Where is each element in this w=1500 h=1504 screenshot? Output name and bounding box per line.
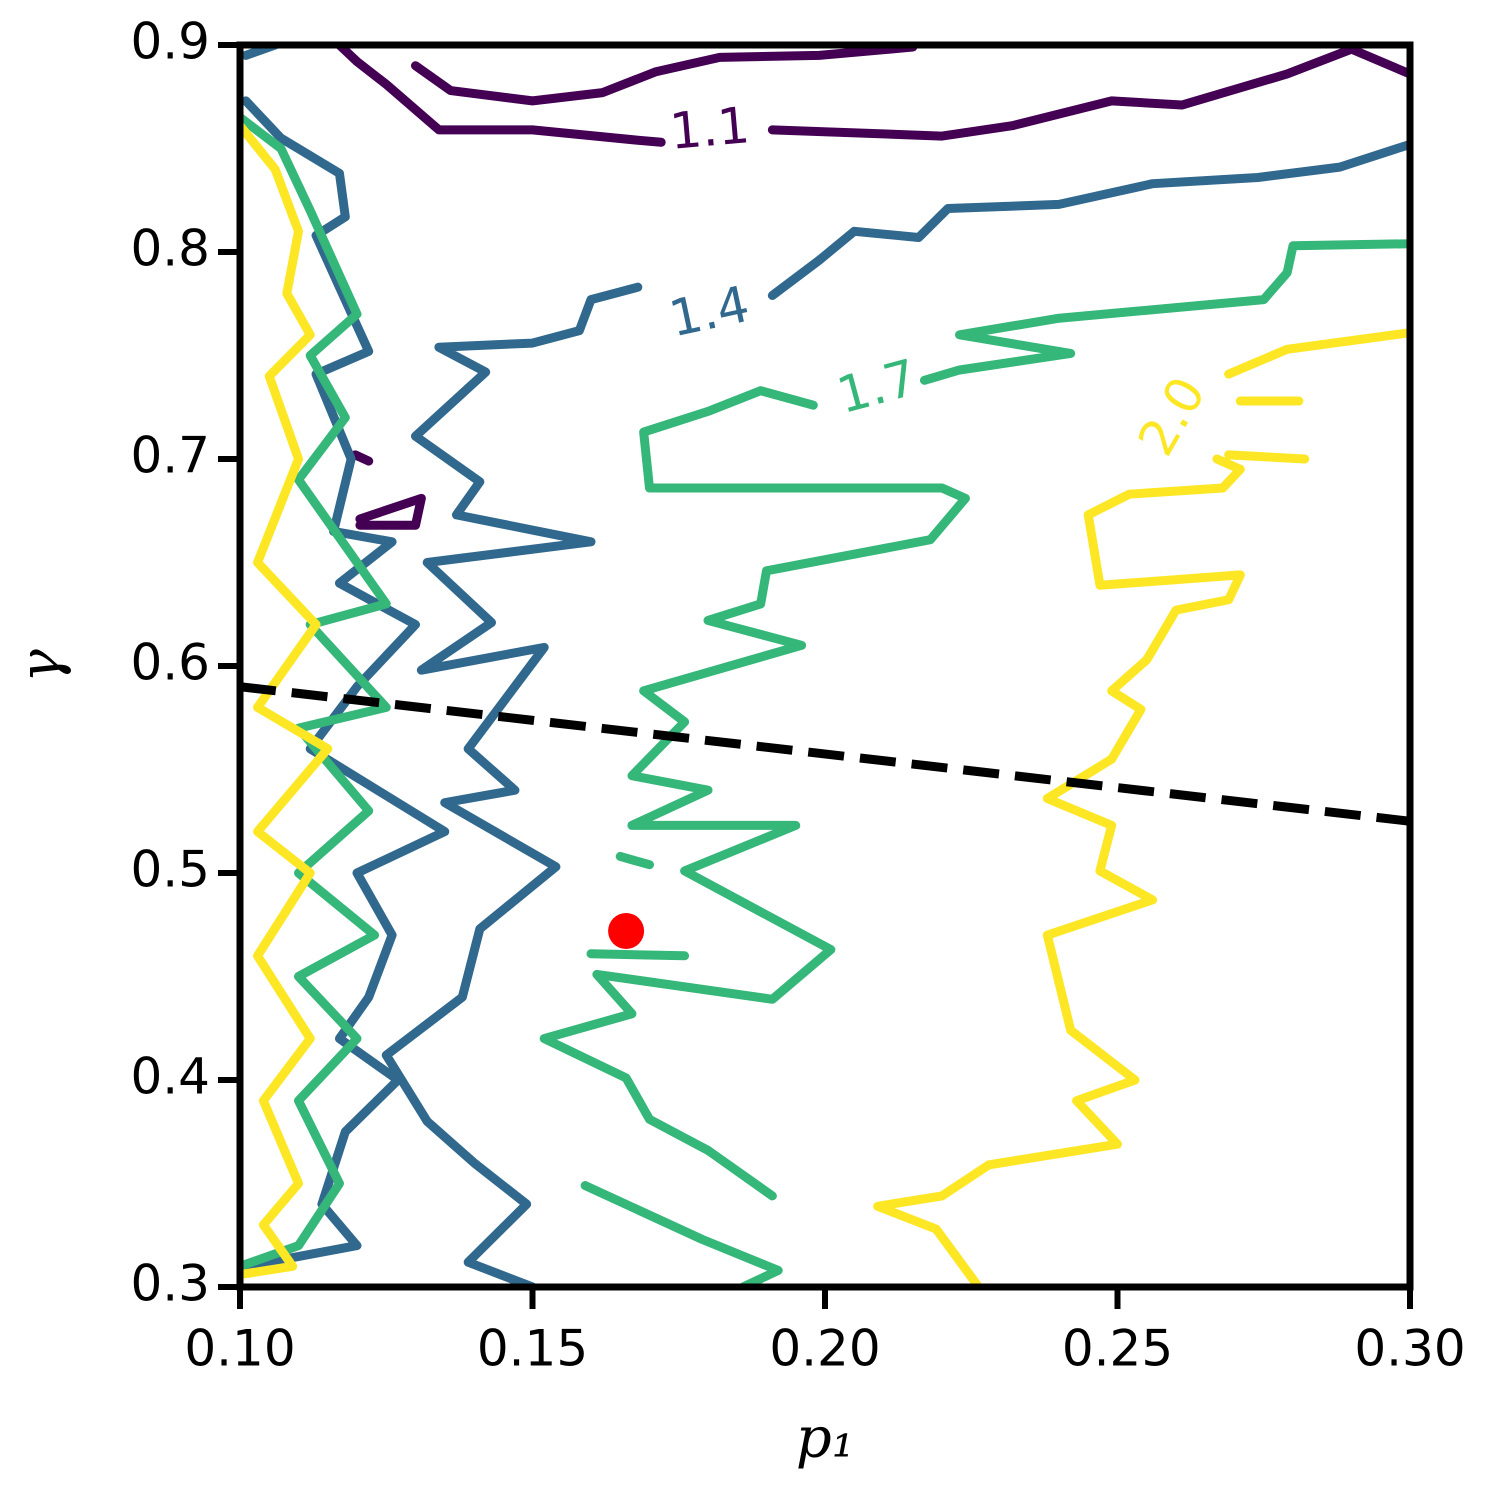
marker-point	[608, 912, 645, 949]
contour-label: 1.7	[831, 348, 923, 425]
contour-label: 1.4	[664, 275, 754, 348]
contour-label: 2.0	[1127, 367, 1217, 465]
contour-label: 1.1	[668, 96, 752, 161]
y-tick-label: 0.5	[130, 841, 210, 899]
contour-line	[240, 112, 1410, 1287]
contour-line	[240, 121, 1410, 1287]
y-tick-label: 0.7	[130, 427, 210, 485]
x-tick-label: 0.25	[1062, 1320, 1173, 1378]
y-tick-label: 0.8	[130, 220, 210, 278]
reference-line	[240, 682, 1410, 826]
y-tick-label: 0.6	[130, 634, 210, 692]
x-axis-label: p₁	[796, 1406, 854, 1471]
y-tick-label: 0.9	[130, 13, 210, 71]
x-tick-label: 0.30	[1354, 1320, 1465, 1378]
y-tick-label: 0.3	[130, 1255, 210, 1313]
y-axis-label: γ	[9, 649, 74, 683]
contour-line	[334, 45, 1410, 530]
contour-line	[241, 45, 1410, 1287]
x-tick-label: 0.10	[184, 1320, 295, 1378]
x-tick-label: 0.20	[769, 1320, 880, 1378]
y-tick-label: 0.4	[130, 1048, 210, 1106]
plot-area	[240, 45, 1410, 1287]
x-tick-label: 0.15	[477, 1320, 588, 1378]
